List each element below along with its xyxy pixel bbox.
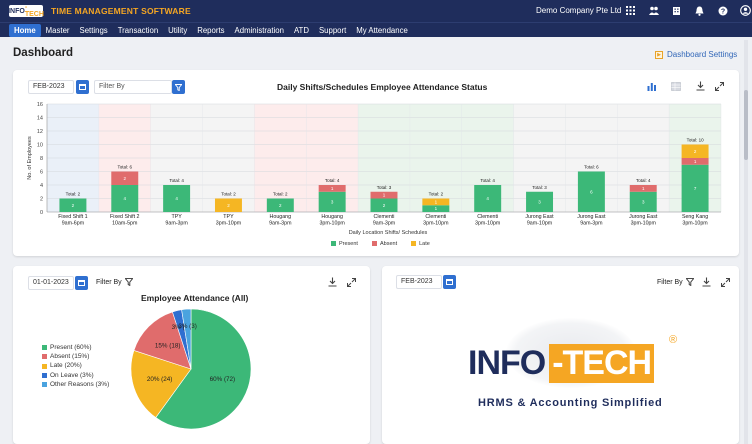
brand-tagline: HRMS & Accounting Simplified	[478, 397, 663, 409]
table-view-icon[interactable]	[669, 79, 683, 93]
bell-icon[interactable]	[693, 4, 706, 17]
filter-icon	[175, 83, 182, 91]
dashboard-settings-link[interactable]: ▶ Dashboard Settings	[655, 50, 737, 59]
calendar-button[interactable]	[76, 80, 89, 94]
legend-label: Absent	[379, 241, 398, 247]
legend-label: Other Reasons (3%)	[50, 380, 110, 388]
legend-swatch	[411, 241, 417, 246]
filter-icon	[685, 278, 694, 286]
bar-chart-toggle-icon[interactable]	[645, 79, 659, 93]
legend-swatch	[371, 241, 377, 246]
shifts-chart-title: Daily Shifts/Schedules Employee Attendan…	[277, 82, 488, 92]
legend-label: On Leave (3%)	[50, 371, 94, 379]
nav-item-transaction[interactable]: Transaction	[117, 25, 159, 35]
attendance-chart-title: Employee Attendance (All)	[141, 293, 249, 303]
filter-by-control[interactable]: Filter By	[657, 278, 694, 286]
download-icon[interactable]	[699, 275, 713, 289]
pie-legend: Present (60%) Absent (15%) Late (20%) On Le…	[42, 343, 109, 389]
nav-item-reports[interactable]: Reports	[197, 25, 225, 35]
nav-item-administration[interactable]: Administration	[234, 25, 284, 35]
legend-label: Absent (15%)	[50, 353, 90, 361]
filter-select[interactable]: Filter By	[94, 80, 172, 94]
brand-logo: INFO -TECH ® HRMS & Accounting Simplified	[466, 318, 678, 424]
help-icon[interactable]: ?	[716, 4, 729, 17]
nav-item-settings[interactable]: Settings	[79, 25, 108, 35]
month-select[interactable]: FEB-2023	[396, 275, 442, 289]
legend-label: Late (20%)	[50, 362, 82, 370]
pie-legend-item[interactable]: Present (60%)	[42, 343, 109, 352]
calendar-icon	[78, 280, 85, 286]
team-icon[interactable]	[647, 4, 660, 17]
filter-icon	[124, 278, 133, 286]
pie-legend-item[interactable]: Late (20%)	[42, 361, 109, 370]
registered-mark: ®	[669, 334, 678, 346]
filter-by-control[interactable]: Filter By	[96, 278, 133, 286]
building-icon[interactable]	[670, 4, 683, 17]
filter-by-label: Filter By	[657, 278, 683, 286]
brand-name-part2: -TECH	[549, 344, 655, 383]
main-nav: Home Master Settings Transaction Utility Repo…	[0, 22, 752, 37]
legend-swatch	[42, 372, 47, 378]
brand-name: INFO -TECH	[466, 344, 655, 383]
pie-legend-item[interactable]: Other Reasons (3%)	[42, 380, 109, 389]
nav-item-master[interactable]: Master	[45, 25, 70, 35]
legend-swatch	[42, 381, 47, 387]
nav-item-utility[interactable]: Utility	[168, 25, 188, 35]
legend-swatch	[42, 363, 47, 369]
nav-item-my-attendance[interactable]: My Attendance	[356, 25, 408, 35]
shifts-chart-card	[13, 70, 739, 256]
expand-icon[interactable]	[344, 275, 358, 289]
expand-icon[interactable]	[718, 275, 732, 289]
calendar-icon	[446, 279, 453, 285]
nav-item-atd[interactable]: ATD	[293, 25, 309, 35]
calendar-button[interactable]	[443, 275, 456, 289]
svg-text:?: ?	[720, 8, 724, 15]
expand-icon[interactable]	[712, 79, 726, 93]
legend-swatch	[42, 345, 47, 351]
nav-item-home[interactable]: Home	[9, 23, 41, 37]
app-logo[interactable]: INFO -TECH	[8, 4, 44, 18]
legend-label: Present (60%)	[50, 344, 92, 351]
download-icon[interactable]	[693, 79, 707, 93]
legend-item-late[interactable]: Late	[411, 241, 430, 247]
apps-icon[interactable]	[624, 4, 637, 17]
shifts-chart-legend: Present Absent Late	[331, 241, 430, 247]
legend-swatch	[42, 354, 47, 360]
nav-item-support[interactable]: Support	[318, 25, 347, 35]
legend-label: Present	[339, 241, 358, 247]
legend-label: Late	[419, 241, 430, 247]
pie-legend-item[interactable]: On Leave (3%)	[42, 371, 109, 380]
download-icon[interactable]	[325, 275, 339, 289]
filter-button[interactable]	[172, 80, 185, 94]
page-title: Dashboard	[13, 47, 74, 59]
dashboard-settings-label: Dashboard Settings	[667, 50, 738, 59]
user-icon[interactable]	[739, 4, 752, 17]
brand-name-part1: INFO	[468, 344, 546, 382]
calendar-button[interactable]	[75, 276, 88, 290]
page-scrollbar-thumb[interactable]	[744, 90, 748, 160]
pie-legend-item[interactable]: Absent (15%)	[42, 352, 109, 361]
settings-icon: ▶	[655, 50, 663, 59]
legend-item-absent[interactable]: Absent	[371, 241, 398, 247]
legend-item-present[interactable]: Present	[331, 241, 358, 247]
filter-by-label: Filter By	[96, 278, 122, 286]
top-bar: INFO -TECH TIME MANAGEMENT SOFTWARE	[0, 0, 752, 22]
company-name[interactable]: Demo Company Pte Ltd	[536, 6, 622, 15]
app-title: TIME MANAGEMENT SOFTWARE	[51, 6, 191, 16]
month-select[interactable]: FEB-2023	[28, 80, 74, 94]
date-select[interactable]: 01-01-2023	[28, 276, 74, 290]
page-scrollbar[interactable]	[744, 40, 748, 444]
legend-swatch	[331, 241, 336, 246]
calendar-icon	[79, 84, 86, 90]
